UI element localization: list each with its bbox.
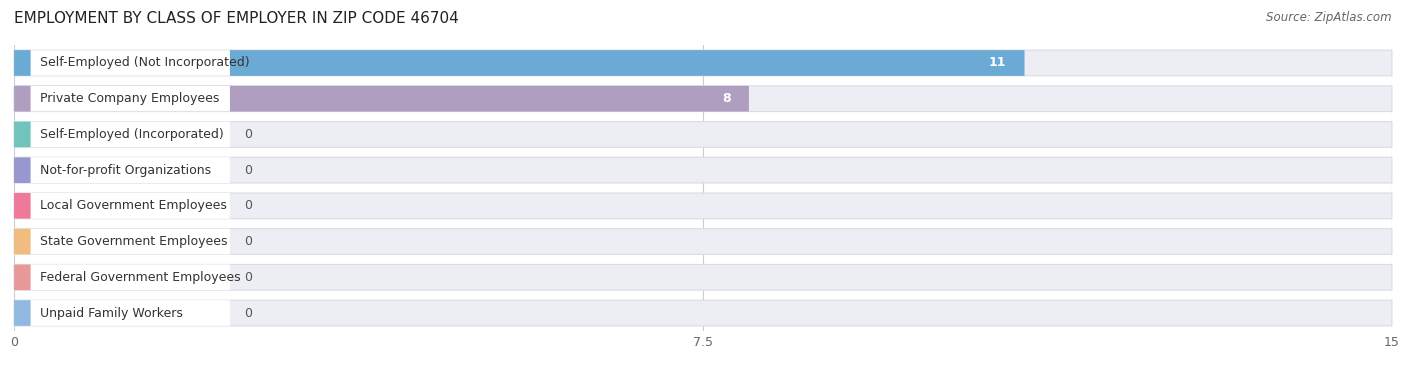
Text: Not-for-profit Organizations: Not-for-profit Organizations: [39, 164, 211, 177]
Text: Unpaid Family Workers: Unpaid Family Workers: [39, 306, 183, 320]
FancyBboxPatch shape: [14, 86, 1392, 112]
Text: Local Government Employees: Local Government Employees: [39, 199, 226, 212]
Text: Federal Government Employees: Federal Government Employees: [39, 271, 240, 284]
Text: Source: ZipAtlas.com: Source: ZipAtlas.com: [1267, 11, 1392, 24]
FancyBboxPatch shape: [14, 50, 1392, 76]
Text: 0: 0: [243, 306, 252, 320]
FancyBboxPatch shape: [14, 157, 1392, 183]
Text: Self-Employed (Incorporated): Self-Employed (Incorporated): [39, 128, 224, 141]
FancyBboxPatch shape: [14, 300, 1392, 326]
FancyBboxPatch shape: [14, 121, 1392, 147]
Text: State Government Employees: State Government Employees: [39, 235, 228, 248]
FancyBboxPatch shape: [14, 229, 231, 255]
FancyBboxPatch shape: [14, 229, 31, 255]
FancyBboxPatch shape: [14, 121, 231, 147]
Text: 0: 0: [243, 199, 252, 212]
Text: 11: 11: [988, 56, 1007, 70]
FancyBboxPatch shape: [14, 264, 1392, 290]
FancyBboxPatch shape: [14, 86, 749, 112]
FancyBboxPatch shape: [14, 50, 231, 76]
FancyBboxPatch shape: [14, 86, 231, 112]
FancyBboxPatch shape: [14, 264, 31, 290]
Text: 0: 0: [243, 235, 252, 248]
FancyBboxPatch shape: [14, 300, 231, 326]
Text: 0: 0: [243, 271, 252, 284]
Text: 8: 8: [721, 92, 731, 105]
Text: Self-Employed (Not Incorporated): Self-Employed (Not Incorporated): [39, 56, 249, 70]
FancyBboxPatch shape: [14, 193, 1392, 219]
FancyBboxPatch shape: [14, 50, 31, 76]
FancyBboxPatch shape: [14, 50, 1025, 76]
Text: 0: 0: [243, 164, 252, 177]
Text: EMPLOYMENT BY CLASS OF EMPLOYER IN ZIP CODE 46704: EMPLOYMENT BY CLASS OF EMPLOYER IN ZIP C…: [14, 11, 458, 26]
FancyBboxPatch shape: [14, 157, 231, 183]
Text: Private Company Employees: Private Company Employees: [39, 92, 219, 105]
FancyBboxPatch shape: [14, 264, 231, 290]
FancyBboxPatch shape: [14, 157, 31, 183]
FancyBboxPatch shape: [14, 300, 31, 326]
FancyBboxPatch shape: [14, 229, 1392, 255]
Text: 0: 0: [243, 128, 252, 141]
FancyBboxPatch shape: [14, 121, 31, 147]
FancyBboxPatch shape: [14, 193, 31, 219]
FancyBboxPatch shape: [14, 86, 31, 112]
FancyBboxPatch shape: [14, 193, 231, 219]
